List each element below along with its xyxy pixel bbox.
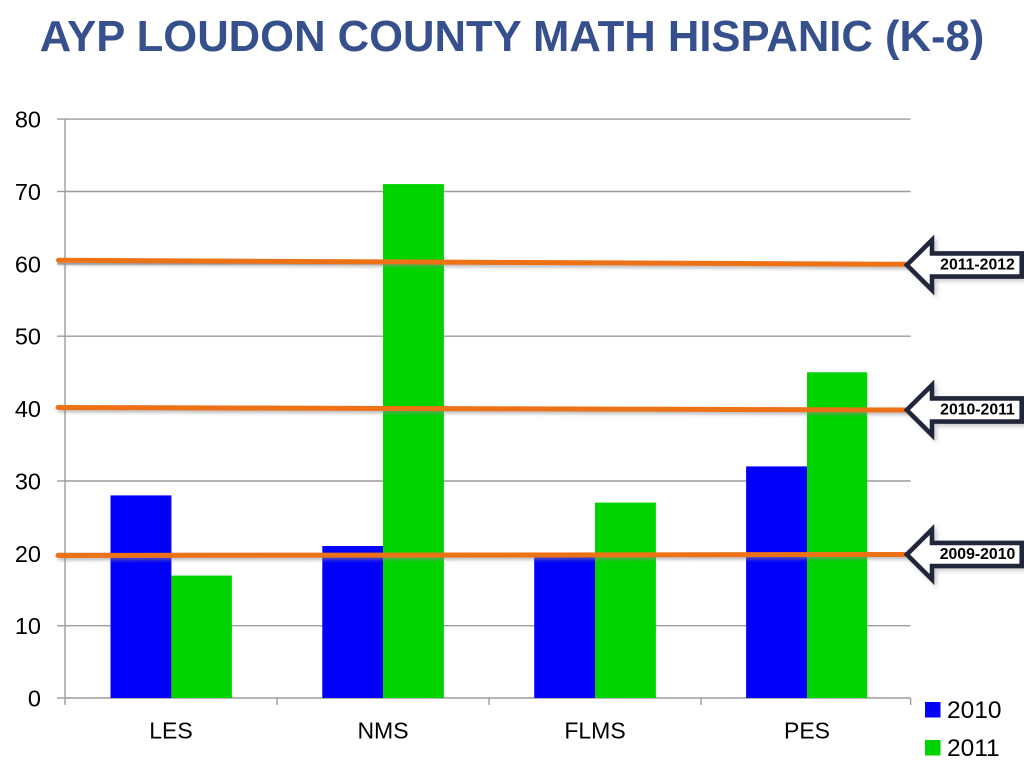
svg-text:LES: LES	[149, 718, 192, 744]
svg-text:20: 20	[15, 541, 41, 567]
svg-text:2009-2010: 2009-2010	[940, 546, 1016, 563]
svg-text:2011-2012: 2011-2012	[940, 257, 1015, 274]
svg-text:0: 0	[28, 685, 41, 711]
svg-text:2010-2011: 2010-2011	[940, 402, 1015, 419]
svg-text:AYP LOUDON COUNTY MATH HISPANI: AYP LOUDON COUNTY MATH HISPANIC (K-8)	[40, 13, 985, 61]
svg-text:30: 30	[15, 468, 41, 494]
svg-text:40: 40	[15, 396, 41, 422]
svg-text:70: 70	[15, 179, 41, 205]
svg-text:2011: 2011	[947, 735, 1000, 762]
svg-text:80: 80	[15, 107, 41, 133]
svg-text:PES: PES	[784, 718, 830, 744]
svg-text:60: 60	[15, 251, 41, 277]
svg-text:FLMS: FLMS	[564, 718, 625, 744]
svg-text:50: 50	[15, 324, 41, 350]
svg-text:2010: 2010	[947, 697, 1002, 724]
svg-text:NMS: NMS	[357, 718, 408, 744]
svg-text:10: 10	[15, 613, 41, 639]
